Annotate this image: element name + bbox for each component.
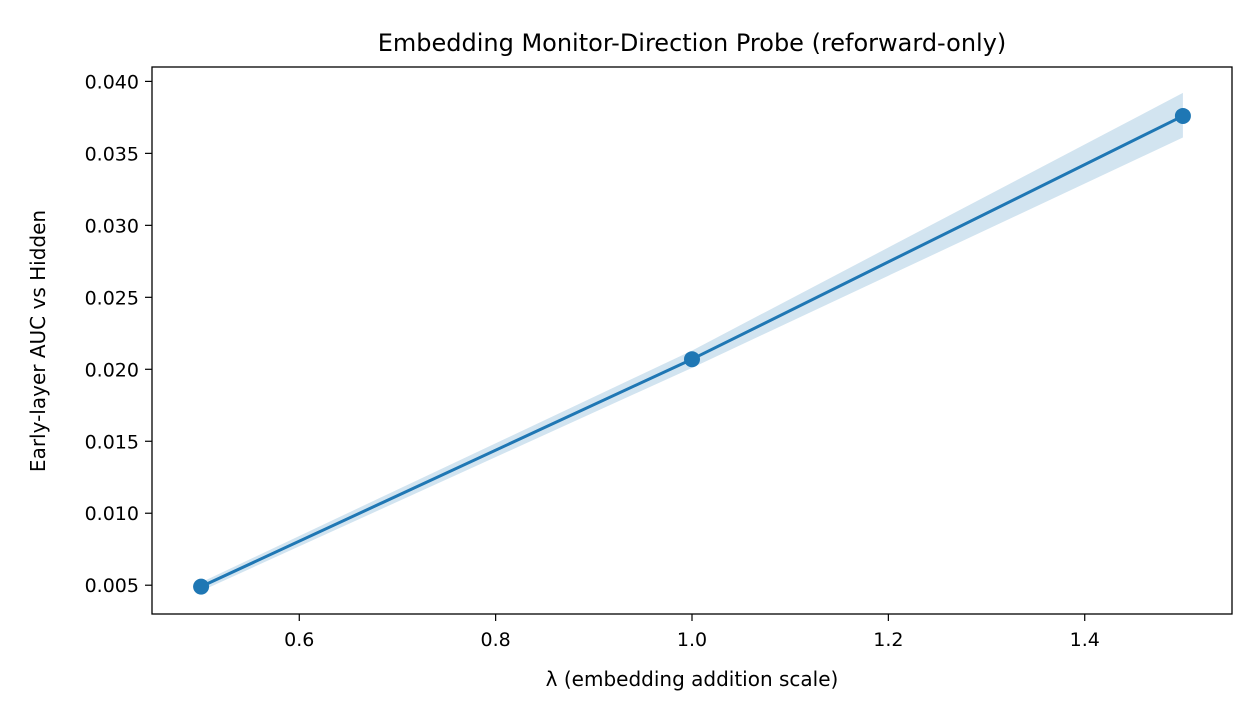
y-tick-label: 0.010 [85,503,139,525]
y-tick-label: 0.005 [85,575,139,597]
x-axis: 0.6 0.8 1.0 1.2 1.4 [284,614,1100,651]
data-point [193,578,210,595]
chart-title: Embedding Monitor-Direction Probe (refor… [378,29,1007,57]
x-tick-label: 1.4 [1070,629,1100,651]
data-point [1174,107,1191,124]
data-point [684,351,700,368]
x-tick-label: 1.0 [677,629,707,651]
y-tick-label: 0.040 [85,71,139,93]
y-tick-label: 0.035 [85,143,139,165]
series-point-layer [193,107,1191,595]
y-axis-label: Early-layer AUC vs Hidden [26,210,50,472]
y-tick-label: 0.025 [85,287,139,309]
y-tick-label: 0.020 [85,359,139,381]
x-axis-label: λ (embedding addition scale) [546,667,839,691]
plot-area [151,66,1233,615]
confidence-band-layer [201,92,1183,591]
x-tick-label: 0.8 [481,629,511,651]
y-tick-label: 0.030 [85,215,139,237]
confidence-band [201,92,1183,591]
x-tick-label: 0.6 [284,629,314,651]
x-tick-label: 1.2 [873,629,903,651]
y-tick-label: 0.015 [85,431,139,453]
y-axis: 0.005 0.010 0.015 0.020 0.025 0.030 0.035 0.040 [85,71,152,597]
